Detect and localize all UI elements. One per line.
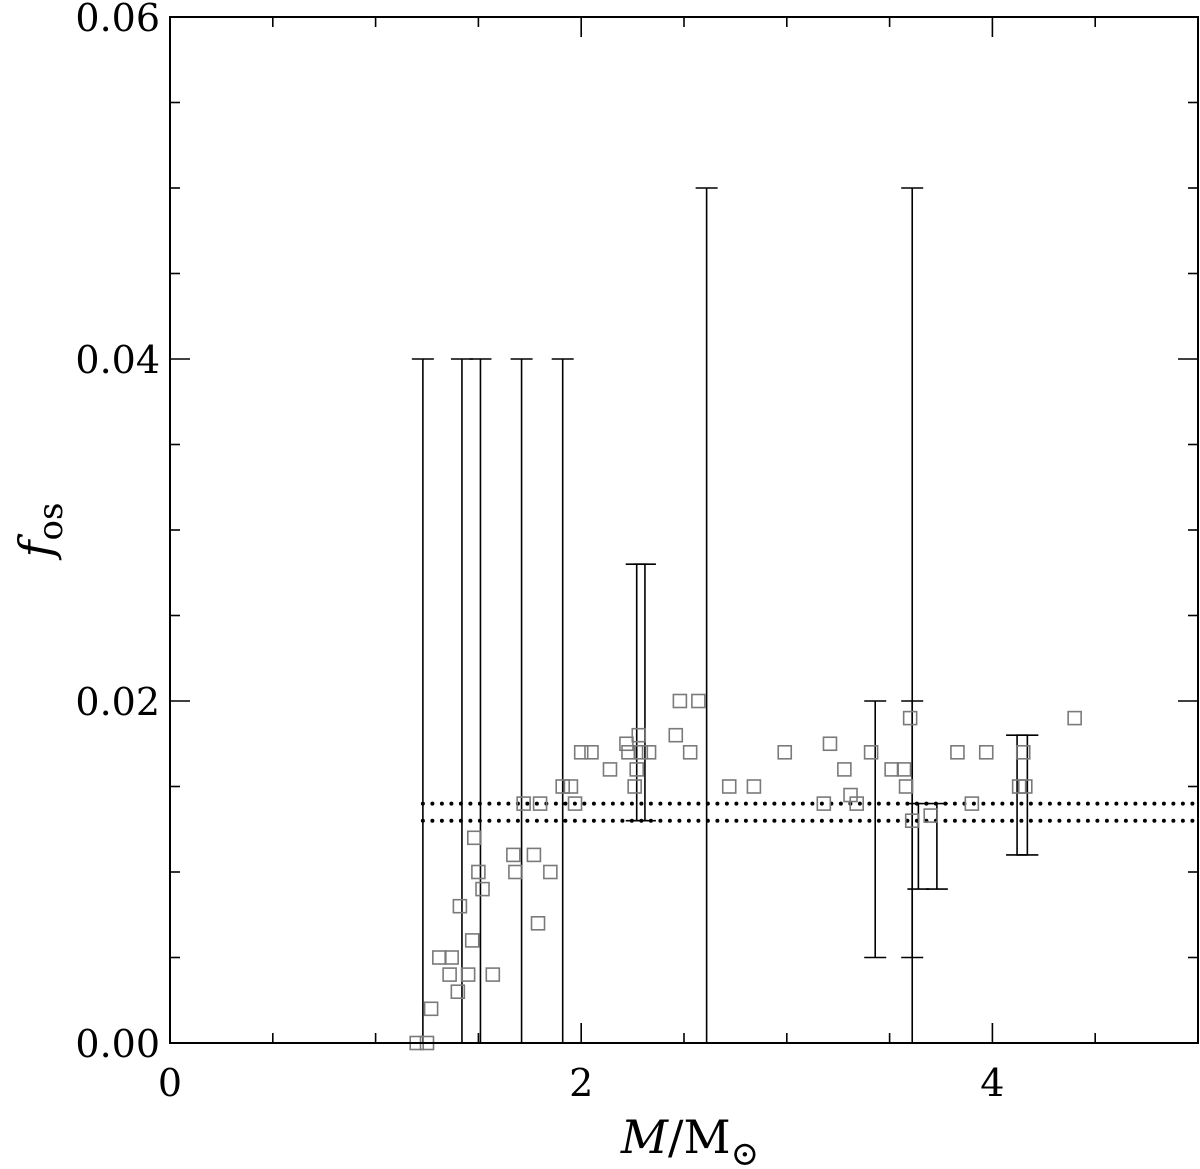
y-axis-label: fos (9, 503, 71, 561)
axis-ticks (169, 16, 1199, 1044)
error-bar-4 (551, 358, 574, 1044)
data-point-54 (964, 796, 980, 811)
data-point-41 (816, 796, 832, 811)
data-point-17 (526, 847, 542, 863)
plot-marks (409, 187, 1200, 1051)
data-point-58 (1017, 779, 1033, 794)
data-point-48 (896, 762, 912, 777)
data-point-33 (641, 744, 657, 760)
data-point-7 (452, 898, 468, 914)
data-point-51 (904, 813, 920, 829)
data-point-49 (898, 779, 914, 794)
error-bar-1 (450, 358, 473, 1044)
data-point-19 (532, 796, 548, 811)
error-bar-10 (901, 700, 924, 959)
data-point-47 (884, 762, 899, 777)
data-point-45 (849, 796, 865, 811)
x-tick-label: 4 (980, 1061, 1004, 1105)
axis-tick-labels: 0 2 4 0.00 0.02 0.04 0.06 (75, 0, 1004, 1105)
data-point-13 (485, 967, 501, 982)
data-point-8 (460, 967, 476, 982)
error-bar-2 (469, 358, 492, 1044)
data-point-43 (837, 762, 852, 777)
data-point-15 (508, 864, 523, 880)
data-point-3 (432, 950, 447, 965)
y-tick-label: 0.02 (75, 680, 160, 724)
x-tick-label: 2 (569, 1061, 593, 1105)
data-point-38 (721, 779, 737, 794)
data-point-53 (950, 744, 965, 760)
data-point-2 (423, 1001, 439, 1017)
data-point-27 (619, 736, 634, 752)
error-bar-0 (411, 358, 434, 1044)
data-point-34 (668, 727, 684, 743)
data-point-10 (466, 830, 482, 846)
data-point-32 (633, 744, 649, 760)
error-bar-3 (510, 358, 533, 1044)
data-point-23 (567, 796, 583, 811)
x-axis-label: M/M⊙ (620, 1110, 759, 1169)
data-point-40 (777, 744, 793, 760)
data-point-20 (543, 864, 558, 880)
data-point-29 (627, 779, 642, 794)
data-point-35 (672, 693, 688, 709)
error-bar-7 (695, 187, 718, 1044)
data-point-26 (602, 762, 618, 777)
data-point-36 (682, 744, 698, 760)
y-tick-label: 0.04 (75, 338, 160, 382)
data-point-52 (923, 808, 939, 823)
data-point-12 (475, 881, 490, 897)
data-point-55 (978, 744, 994, 760)
data-point-5 (444, 950, 459, 965)
data-point-59 (1067, 710, 1082, 726)
data-point-50 (902, 710, 918, 726)
data-point-4 (442, 967, 457, 982)
error-bar-14 (1016, 734, 1039, 856)
data-point-37 (691, 693, 706, 709)
plot-frame (169, 16, 1199, 1044)
data-point-57 (1015, 744, 1031, 760)
data-point-11 (471, 864, 486, 880)
data-point-9 (464, 933, 480, 948)
x-tick-label: 0 (158, 1061, 182, 1105)
data-point-31 (631, 727, 647, 743)
data-point-39 (746, 779, 762, 794)
data-point-21 (555, 779, 570, 794)
data-point-18 (530, 915, 546, 931)
data-point-30 (629, 762, 645, 777)
y-tick-label: 0.06 (75, 0, 160, 40)
error-bar-8 (864, 700, 887, 959)
data-point-42 (822, 736, 838, 752)
data-point-46 (863, 744, 879, 760)
data-point-6 (450, 984, 466, 1000)
error-bar-6 (633, 563, 656, 822)
data-point-22 (563, 779, 579, 794)
y-tick-label: 0.00 (75, 1022, 160, 1066)
data-point-25 (584, 744, 599, 760)
data-point-16 (516, 796, 531, 811)
data-point-24 (573, 744, 589, 760)
data-point-14 (506, 847, 521, 863)
